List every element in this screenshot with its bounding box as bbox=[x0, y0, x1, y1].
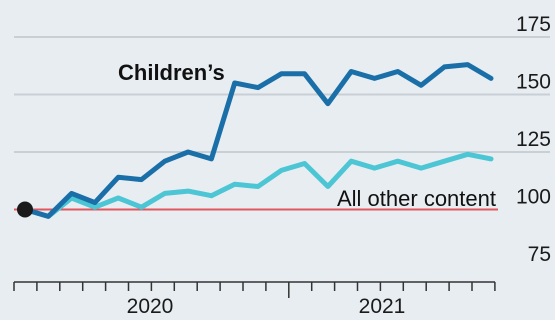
y-tick-labels: 75 100 125 150 175 bbox=[516, 13, 551, 266]
x-axis: 2020 2021 bbox=[13, 281, 496, 318]
y-tick-label-150: 150 bbox=[516, 71, 551, 94]
series-label-other: All other content bbox=[337, 186, 496, 211]
series-lines bbox=[17, 62, 494, 219]
y-tick-label-125: 125 bbox=[516, 128, 551, 151]
series-line-1 bbox=[22, 151, 494, 219]
series-labels: Children’s All other content bbox=[118, 60, 496, 211]
series-label-childrens: Children’s bbox=[118, 60, 225, 85]
y-tick-label-75: 75 bbox=[528, 243, 551, 266]
grid-lines bbox=[14, 36, 550, 211]
y-tick-label-100: 100 bbox=[516, 186, 551, 209]
x-label-2021: 2021 bbox=[359, 295, 406, 318]
x-label-2020: 2020 bbox=[127, 295, 174, 318]
start-marker bbox=[17, 201, 33, 218]
series-line-0 bbox=[22, 62, 494, 219]
y-tick-label-175: 175 bbox=[516, 13, 551, 36]
